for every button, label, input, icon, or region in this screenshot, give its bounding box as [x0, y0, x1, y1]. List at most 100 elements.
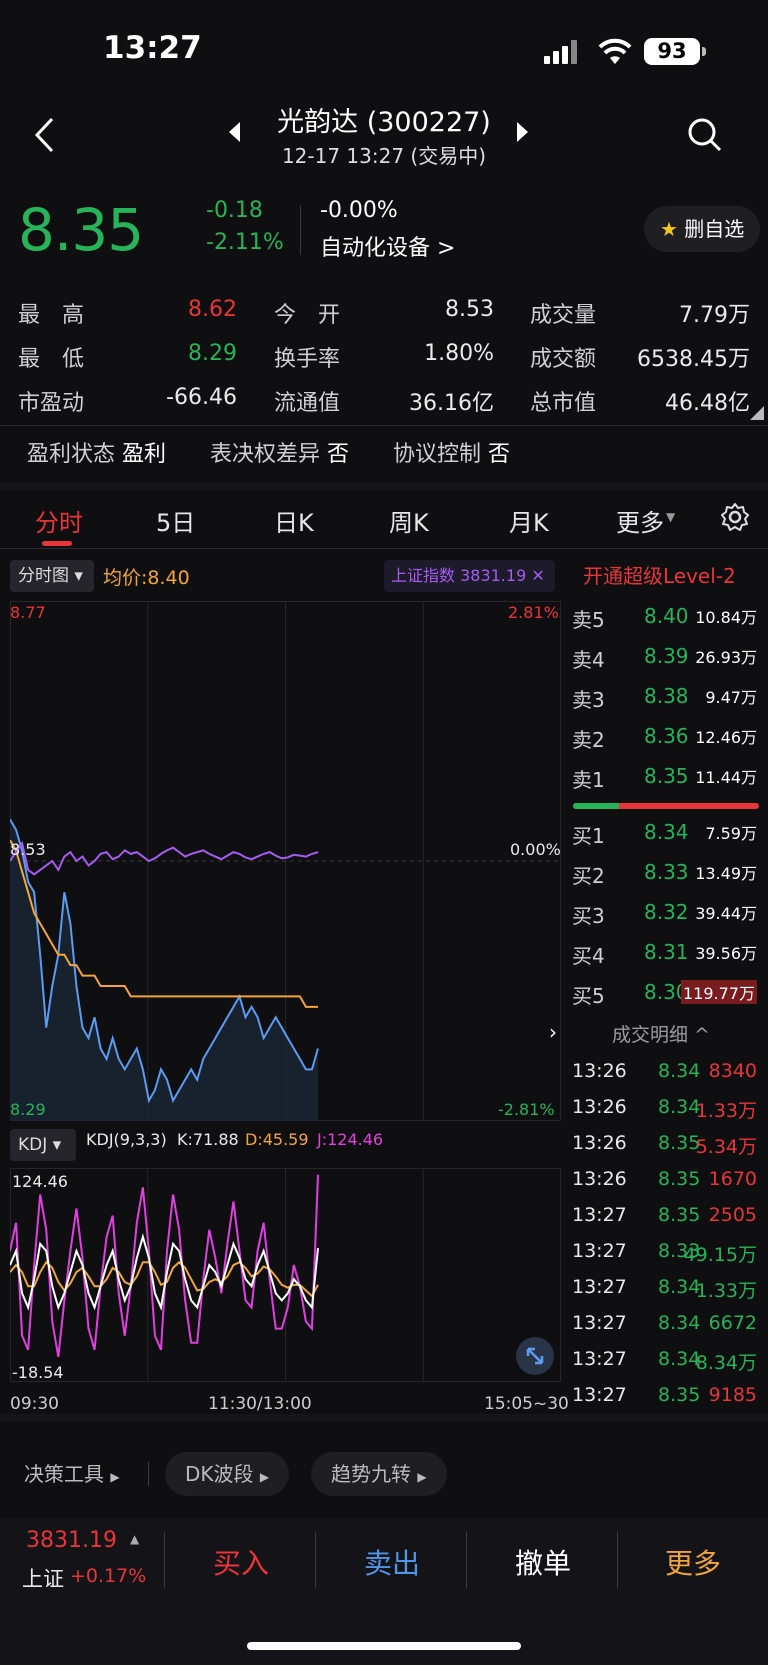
industry-link[interactable]: 自动化设备 > — [320, 236, 456, 261]
search-icon[interactable] — [686, 116, 724, 154]
tab-1[interactable]: 5日 — [156, 509, 196, 537]
bid-price: 8.31 — [644, 940, 689, 964]
ask-row[interactable]: 卖1 8.35 11.44万 — [572, 764, 762, 794]
kdj-chart-svg — [10, 1168, 424, 1382]
more-button[interactable]: 更多 — [665, 1547, 722, 1580]
divider — [164, 1532, 165, 1588]
trend-nine-button[interactable]: 趋势九转 ▶ — [311, 1452, 447, 1496]
kdj-j-value: J:124.46 — [317, 1130, 384, 1149]
intraday-chart-svg — [10, 601, 561, 1121]
stat-value: 7.79万 — [679, 303, 750, 328]
trade-time: 13:26 — [572, 1132, 627, 1154]
index-overlay-chip[interactable]: 上证指数 3831.19 ✕ — [384, 560, 555, 592]
expand-icon — [526, 1347, 544, 1365]
tab-3[interactable]: 周K — [389, 509, 429, 537]
stat-value: 8.29 — [188, 341, 237, 366]
ask-price: 8.38 — [644, 684, 689, 708]
bid-row[interactable]: 买5 8.30 119.77万 — [572, 980, 762, 1010]
trade-row: 13:27 8.34 6672 — [572, 1312, 762, 1342]
close-icon[interactable]: ✕ — [531, 566, 545, 585]
bid-row[interactable]: 买4 8.31 39.56万 — [572, 940, 762, 970]
ask-row[interactable]: 卖5 8.40 10.84万 — [572, 604, 762, 634]
remove-favorite-button[interactable]: ★ 删自选 — [644, 206, 760, 252]
dk-band-button[interactable]: DK波段 ▶ — [165, 1452, 290, 1496]
remove-favorite-label: 删自选 — [684, 217, 745, 241]
prev-stock-icon[interactable] — [229, 122, 240, 142]
divider — [466, 1532, 467, 1588]
next-stock-icon[interactable] — [517, 122, 528, 142]
indicator-select[interactable]: KDJ ▾ — [10, 1129, 76, 1161]
trade-volume: 5.34万 — [695, 1136, 757, 1158]
trade-row: 13:26 8.35 5.34万 — [572, 1132, 762, 1162]
index-name: 上证 — [22, 1567, 64, 1591]
caret-up-icon: ▲ — [130, 1532, 140, 1546]
bid-row[interactable]: 买1 8.34 7.59万 — [572, 820, 762, 850]
index-overlay-label: 上证指数 3831.19 — [391, 566, 527, 585]
trade-volume: 8.34万 — [695, 1352, 757, 1374]
tab-5[interactable]: 更多 — [616, 509, 664, 537]
trade-price: 8.34 — [658, 1312, 701, 1334]
chart-type-select[interactable]: 分时图 ▾ — [10, 560, 94, 592]
trade-time: 13:26 — [572, 1060, 627, 1082]
settings-gear-icon[interactable] — [720, 502, 750, 532]
trade-price: 8.34 — [658, 1060, 701, 1082]
ask-volume: 12.46万 — [695, 728, 757, 747]
stat-label: 成交额 — [530, 347, 597, 372]
clock: 13:27 — [103, 30, 202, 66]
ask-row[interactable]: 卖4 8.39 26.93万 — [572, 644, 762, 674]
stat-label: 换手率 — [274, 347, 341, 372]
trade-time: 13:26 — [572, 1168, 627, 1190]
bid-volume: 119.77万 — [681, 980, 757, 1004]
ask-row[interactable]: 卖3 8.38 9.47万 — [572, 684, 762, 714]
ask-price: 8.40 — [644, 604, 689, 628]
expand-corner-icon[interactable] — [750, 406, 764, 420]
bid-price: 8.33 — [644, 860, 689, 884]
decision-tools-button[interactable]: 决策工具 ▶ — [24, 1452, 120, 1499]
divider — [148, 1462, 149, 1486]
ask-price: 8.35 — [644, 764, 689, 788]
trade-price: 8.35 — [658, 1384, 701, 1406]
chevron-right-icon[interactable]: › — [549, 1020, 557, 1044]
kdj-d-line — [10, 1260, 319, 1298]
sell-button[interactable]: 卖出 — [364, 1547, 421, 1580]
bid-price: 8.32 — [644, 900, 689, 924]
bid-label: 买3 — [572, 904, 605, 928]
cellular-signal-icon — [544, 40, 580, 64]
stat-value: 8.53 — [445, 297, 494, 322]
buy-button[interactable]: 买入 — [213, 1547, 270, 1580]
back-icon[interactable] — [32, 116, 56, 154]
trend-nine-label: 趋势九转 — [331, 1462, 411, 1486]
stat-value: 1.80% — [424, 341, 494, 366]
indicator-label: KDJ — [18, 1135, 48, 1155]
divider — [300, 205, 301, 255]
bottom-trade-bar — [0, 1518, 768, 1665]
price-area — [10, 819, 318, 1121]
stock-header: 光韵达 (300227) 12-17 13:27 (交易中) — [0, 100, 768, 180]
home-indicator[interactable] — [247, 1642, 521, 1650]
cancel-order-button[interactable]: 撤单 — [515, 1547, 572, 1580]
bid-row[interactable]: 买3 8.32 39.44万 — [572, 900, 762, 930]
tab-0[interactable]: 分时 — [35, 509, 83, 537]
divider — [617, 1532, 618, 1588]
trade-price: 8.34 — [658, 1096, 701, 1118]
ask-label: 卖5 — [572, 608, 605, 632]
pct-min-label: -2.81% — [498, 1100, 555, 1119]
y-max-label: 8.77 — [10, 603, 46, 622]
y-mid-label: 8.53 — [10, 840, 46, 859]
status-bar: 13:27 93 — [0, 0, 768, 100]
caret-right-icon: ▶ — [259, 1470, 270, 1484]
trade-detail-toggle[interactable]: 成交明细 ^ — [612, 1024, 710, 1046]
fullscreen-button[interactable] — [516, 1337, 554, 1375]
level2-promo-link[interactable]: 开通超级Level-2 — [583, 564, 736, 588]
stat-label: 最 低 — [18, 347, 85, 372]
bid-row[interactable]: 买2 8.33 13.49万 — [572, 860, 762, 890]
kdj-j-line — [10, 1174, 319, 1358]
ask-row[interactable]: 卖2 8.36 12.46万 — [572, 724, 762, 754]
trade-time: 13:26 — [572, 1096, 627, 1118]
bid-price: 8.34 — [644, 820, 689, 844]
tab-4[interactable]: 月K — [509, 509, 549, 537]
tab-2[interactable]: 日K — [274, 509, 314, 537]
caret-right-icon: ▶ — [110, 1470, 120, 1484]
chevron-down-icon: ▼ — [666, 510, 676, 524]
tag-value: 否 — [488, 442, 511, 467]
